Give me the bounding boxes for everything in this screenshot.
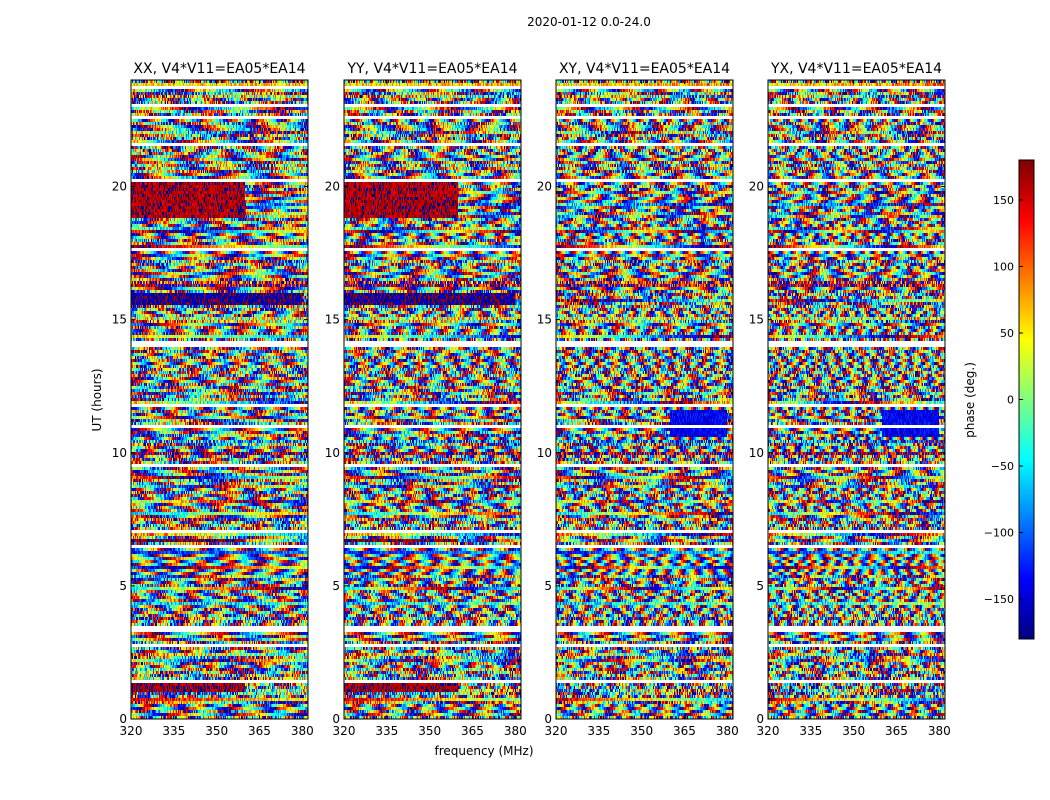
colorbar-tick-label: −50: [991, 460, 1014, 473]
x-tick-label: 335: [162, 724, 185, 738]
colorbar-tick-label: −100: [984, 527, 1014, 540]
y-tick-label: 20: [749, 180, 764, 194]
y-tick-label: 20: [325, 180, 340, 194]
y-tick-label: 15: [537, 313, 552, 327]
colorbar: −150 −100 −50 0 50 100 150: [984, 159, 1035, 640]
x-tick-label: 365: [248, 724, 271, 738]
panel-frame: [555, 79, 734, 720]
y-tick-label: 15: [112, 313, 127, 327]
x-tick-label: 350: [205, 724, 228, 738]
x-tick-label: 380: [504, 724, 527, 738]
x-tick-label: 380: [291, 724, 314, 738]
panel-title: XY, V4*V11=EA05*EA14: [559, 61, 730, 77]
panel-title: YY, V4*V11=EA05*EA14: [346, 61, 517, 77]
x-tick-label: 350: [418, 724, 441, 738]
x-tick-label: 320: [333, 724, 356, 738]
heatmap-image-yy: [344, 80, 521, 719]
x-tick-label: 365: [885, 724, 908, 738]
x-tick-label: 365: [673, 724, 696, 738]
heatmap-image-xx: [131, 80, 308, 719]
panel-frame: [130, 79, 309, 720]
y-tick-label: 20: [537, 180, 552, 194]
y-tick-label: 5: [544, 579, 552, 593]
y-tick-label: 15: [325, 313, 340, 327]
colorbar-tick-label: 150: [993, 194, 1014, 207]
y-axis-label: UT (hours): [90, 368, 104, 431]
y-tick-label: 0: [756, 712, 764, 726]
x-tick-label: 320: [120, 724, 143, 738]
x-tick-label: 380: [716, 724, 739, 738]
heatmap-image-yx: [768, 80, 945, 719]
panel-yx: YX, V4*V11=EA05*EA14 320 335 350 365 380 0 5 10 1…: [749, 61, 951, 738]
colorbar-tick-label: 100: [993, 260, 1014, 273]
colorbar-label: phase (deg.): [963, 362, 977, 438]
y-tick-label: 0: [332, 712, 340, 726]
figure-suptitle: 2020-01-12 0.0-24.0: [527, 15, 651, 29]
x-tick-label: 320: [757, 724, 780, 738]
y-tick-label: 5: [756, 579, 764, 593]
x-tick-label: 335: [587, 724, 610, 738]
panel-title: XX, V4*V11=EA05*EA14: [133, 61, 305, 77]
heatmap-panels: XX, V4*V11=EA05*EA14 320 335 350 365 380 0 5 10 1…: [112, 61, 951, 738]
x-tick-label: 320: [545, 724, 568, 738]
y-tick-label: 5: [119, 579, 127, 593]
x-tick-label: 335: [799, 724, 822, 738]
y-tick-label: 0: [544, 712, 552, 726]
panel-xx: XX, V4*V11=EA05*EA14 320 335 350 365 380 0 5 10 1…: [112, 61, 314, 738]
x-tick-label: 350: [842, 724, 865, 738]
y-tick-label: 15: [749, 313, 764, 327]
y-tick-label: 10: [325, 446, 340, 460]
panel-frame: [767, 79, 946, 720]
colorbar-tick-label: 50: [1000, 327, 1014, 340]
colorbar-tick-label: −150: [984, 593, 1014, 606]
x-tick-label: 380: [928, 724, 951, 738]
y-tick-label: 10: [749, 446, 764, 460]
panel-frame: [343, 79, 522, 720]
x-tick-label: 365: [461, 724, 484, 738]
y-tick-label: 0: [119, 712, 127, 726]
panel-xy: XY, V4*V11=EA05*EA14 320 335 350 365 380 0 5 10 1…: [537, 61, 739, 738]
panel-yy: YY, V4*V11=EA05*EA14 320 335 350 365 380 0 5 10 1…: [325, 61, 527, 738]
y-tick-label: 10: [112, 446, 127, 460]
colorbar-tick-label: 0: [1007, 394, 1014, 407]
x-tick-label: 335: [375, 724, 398, 738]
panel-title: YX, V4*V11=EA05*EA14: [770, 61, 942, 77]
x-axis-label: frequency (MHz): [434, 744, 533, 758]
y-tick-label: 5: [332, 579, 340, 593]
y-tick-label: 20: [112, 180, 127, 194]
x-tick-label: 350: [630, 724, 653, 738]
heatmap-image-xy: [556, 80, 733, 719]
y-tick-label: 10: [537, 446, 552, 460]
